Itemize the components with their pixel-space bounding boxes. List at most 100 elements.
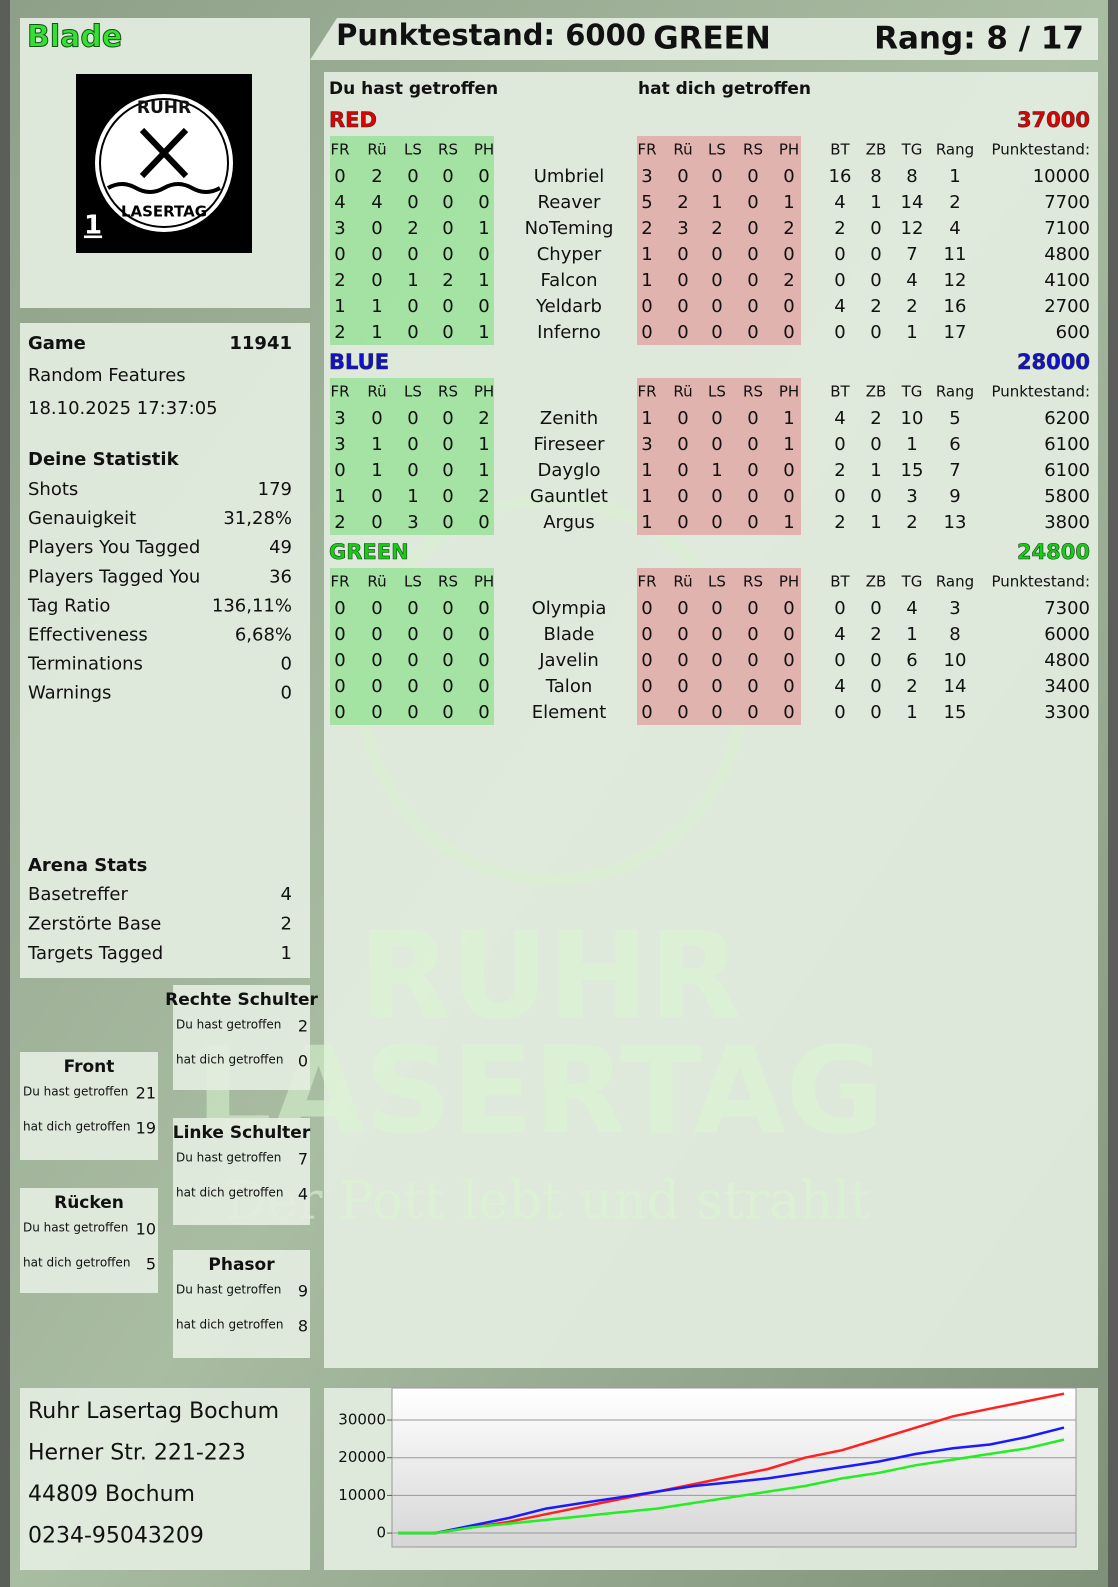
stat-value: 1 — [281, 943, 292, 964]
column-header: FR — [637, 573, 656, 591]
cell: 0 — [711, 598, 722, 619]
zone-value: 8 — [298, 1317, 308, 1336]
cell: 0 — [442, 218, 453, 239]
cell: 0 — [677, 650, 688, 671]
cell: 1 — [478, 322, 489, 343]
zone-label: Du hast getroffen — [23, 1221, 128, 1235]
column-header: FR — [637, 141, 656, 159]
zone-panel — [173, 985, 310, 1090]
cell: 0 — [371, 676, 382, 697]
logo-text: LASERTAG — [121, 203, 207, 221]
zone-value: 0 — [298, 1052, 308, 1071]
zone-title: Rücken — [54, 1193, 124, 1213]
logo-text: RUHR — [137, 98, 191, 118]
cell: 1 — [478, 218, 489, 239]
cell: 1 — [783, 192, 794, 213]
cell: 0 — [783, 322, 794, 343]
cell: 6100 — [1044, 460, 1090, 481]
player-name: Javelin — [538, 650, 598, 671]
cell: 10 — [944, 650, 967, 671]
logo-circle — [95, 94, 233, 232]
cell: 1 — [371, 434, 382, 455]
given-bg — [330, 136, 494, 345]
cell: 2 — [834, 218, 845, 239]
column-header: BT — [830, 573, 850, 591]
column-header: Rü — [367, 383, 386, 401]
stat-label: Basetreffer — [28, 884, 128, 905]
cell: 3300 — [1044, 702, 1090, 723]
cell: 0 — [442, 460, 453, 481]
cell: 4800 — [1044, 650, 1090, 671]
team-name: GREEN — [329, 540, 409, 564]
zone-label: hat dich getroffen — [23, 1120, 130, 1134]
stat-value: 31,28% — [223, 508, 292, 529]
cell: 3400 — [1044, 676, 1090, 697]
cell: 0 — [371, 218, 382, 239]
cell: 0 — [711, 676, 722, 697]
cell: 7 — [906, 244, 917, 265]
cell: 0 — [747, 270, 758, 291]
column-header: BT — [830, 383, 850, 401]
column-header: Rang — [936, 573, 974, 591]
cell: 0 — [677, 512, 688, 533]
stat-label: Shots — [28, 479, 78, 500]
cell: 0 — [677, 296, 688, 317]
cell: 6200 — [1044, 408, 1090, 429]
cell: 1 — [783, 434, 794, 455]
column-header: Rang — [936, 383, 974, 401]
cell: 3 — [949, 598, 960, 619]
taken-bg — [637, 568, 801, 725]
watermark-text: RUHR — [359, 908, 742, 1047]
cell: 7 — [949, 460, 960, 481]
cell: 0 — [747, 322, 758, 343]
cell: 1 — [334, 296, 345, 317]
cell: 1 — [641, 486, 652, 507]
column-header: RS — [743, 141, 763, 159]
cell: 4 — [949, 218, 960, 239]
player-name: Fireseer — [533, 434, 605, 455]
cell: 1 — [711, 460, 722, 481]
taken-bg — [637, 136, 801, 345]
stat-value: 36 — [269, 566, 292, 587]
cell: 0 — [747, 218, 758, 239]
cell: 0 — [834, 270, 845, 291]
cell: 2 — [870, 624, 881, 645]
cell: 0 — [747, 192, 758, 213]
y-tick-label: 20000 — [338, 1448, 386, 1466]
cell: 0 — [407, 676, 418, 697]
cell: 0 — [783, 650, 794, 671]
zone-value: 5 — [146, 1255, 156, 1274]
cell: 2 — [711, 218, 722, 239]
cell: 2 — [906, 296, 917, 317]
cell: 5 — [641, 192, 652, 213]
cell: 2 — [478, 408, 489, 429]
game-label: Game — [28, 333, 86, 354]
player-name: Olympia — [532, 598, 607, 619]
header-rank: Rang: 8 / 17 — [874, 21, 1084, 57]
cell: 0 — [407, 322, 418, 343]
cell: 0 — [747, 676, 758, 697]
cell: 0 — [870, 702, 881, 723]
cell: 0 — [478, 598, 489, 619]
zone-value: 21 — [136, 1084, 156, 1103]
cell: 0 — [677, 486, 688, 507]
cell: 8 — [949, 624, 960, 645]
cell: 0 — [677, 408, 688, 429]
player-name: Dayglo — [538, 460, 601, 481]
address-line: Ruhr Lasertag Bochum — [28, 1399, 279, 1424]
cell: 0 — [870, 270, 881, 291]
cell: 2 — [870, 296, 881, 317]
cell: 1 — [906, 322, 917, 343]
cell: 0 — [641, 624, 652, 645]
cell: 0 — [834, 598, 845, 619]
column-header: PH — [779, 383, 799, 401]
cell: 1 — [371, 296, 382, 317]
column-header: PH — [474, 383, 494, 401]
cell: 4 — [834, 296, 845, 317]
cell: 8 — [906, 166, 917, 187]
cell: 0 — [834, 486, 845, 507]
cell: 0 — [442, 322, 453, 343]
cell: 0 — [442, 244, 453, 265]
cell: 0 — [442, 486, 453, 507]
cell: 2 — [371, 166, 382, 187]
